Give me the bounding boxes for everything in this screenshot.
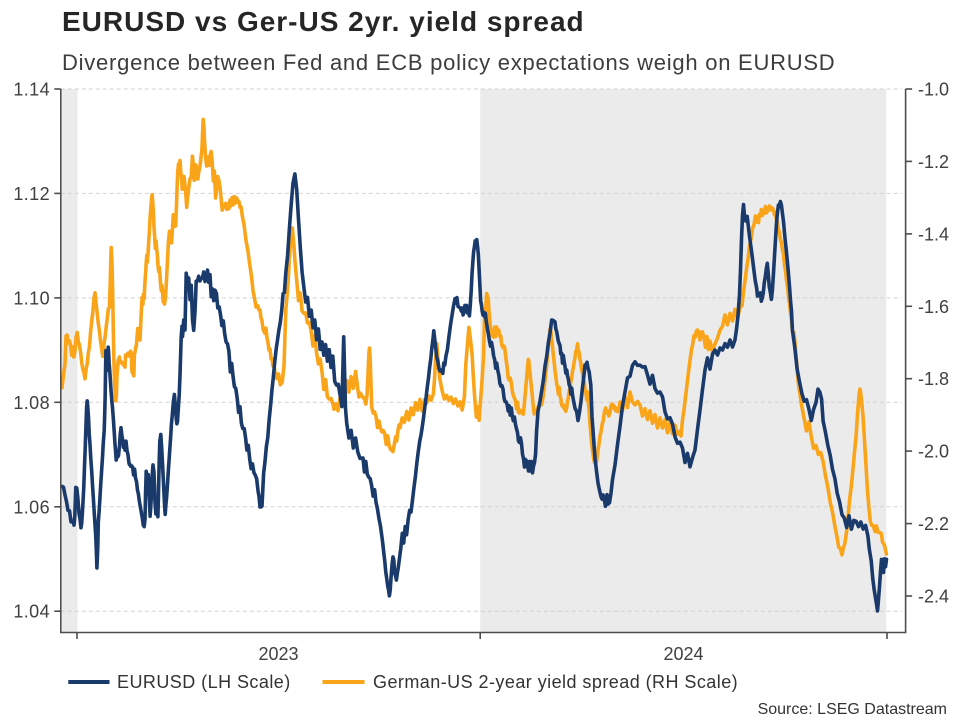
svg-text:Source: LSEG Datastream: Source: LSEG Datastream <box>758 701 947 718</box>
svg-text:2023: 2023 <box>258 644 298 664</box>
svg-text:1.14: 1.14 <box>13 80 50 100</box>
svg-text:-1.0: -1.0 <box>918 80 949 100</box>
svg-text:-1.6: -1.6 <box>918 297 949 317</box>
svg-text:2024: 2024 <box>663 644 703 664</box>
svg-text:1.08: 1.08 <box>13 393 50 413</box>
svg-text:1.04: 1.04 <box>13 602 50 622</box>
svg-text:-1.8: -1.8 <box>918 369 949 389</box>
svg-text:-1.4: -1.4 <box>918 224 949 244</box>
svg-text:German-US 2-year yield spread: German-US 2-year yield spread (RH Scale) <box>373 672 738 692</box>
svg-text:EURUSD (LH Scale): EURUSD (LH Scale) <box>117 672 291 692</box>
svg-text:-2.4: -2.4 <box>918 587 949 607</box>
svg-text:-2.0: -2.0 <box>918 442 949 462</box>
svg-text:1.12: 1.12 <box>13 184 50 204</box>
svg-text:1.10: 1.10 <box>13 288 50 308</box>
svg-text:-1.2: -1.2 <box>918 152 949 172</box>
svg-text:1.06: 1.06 <box>13 497 50 517</box>
svg-text:-2.2: -2.2 <box>918 514 949 534</box>
